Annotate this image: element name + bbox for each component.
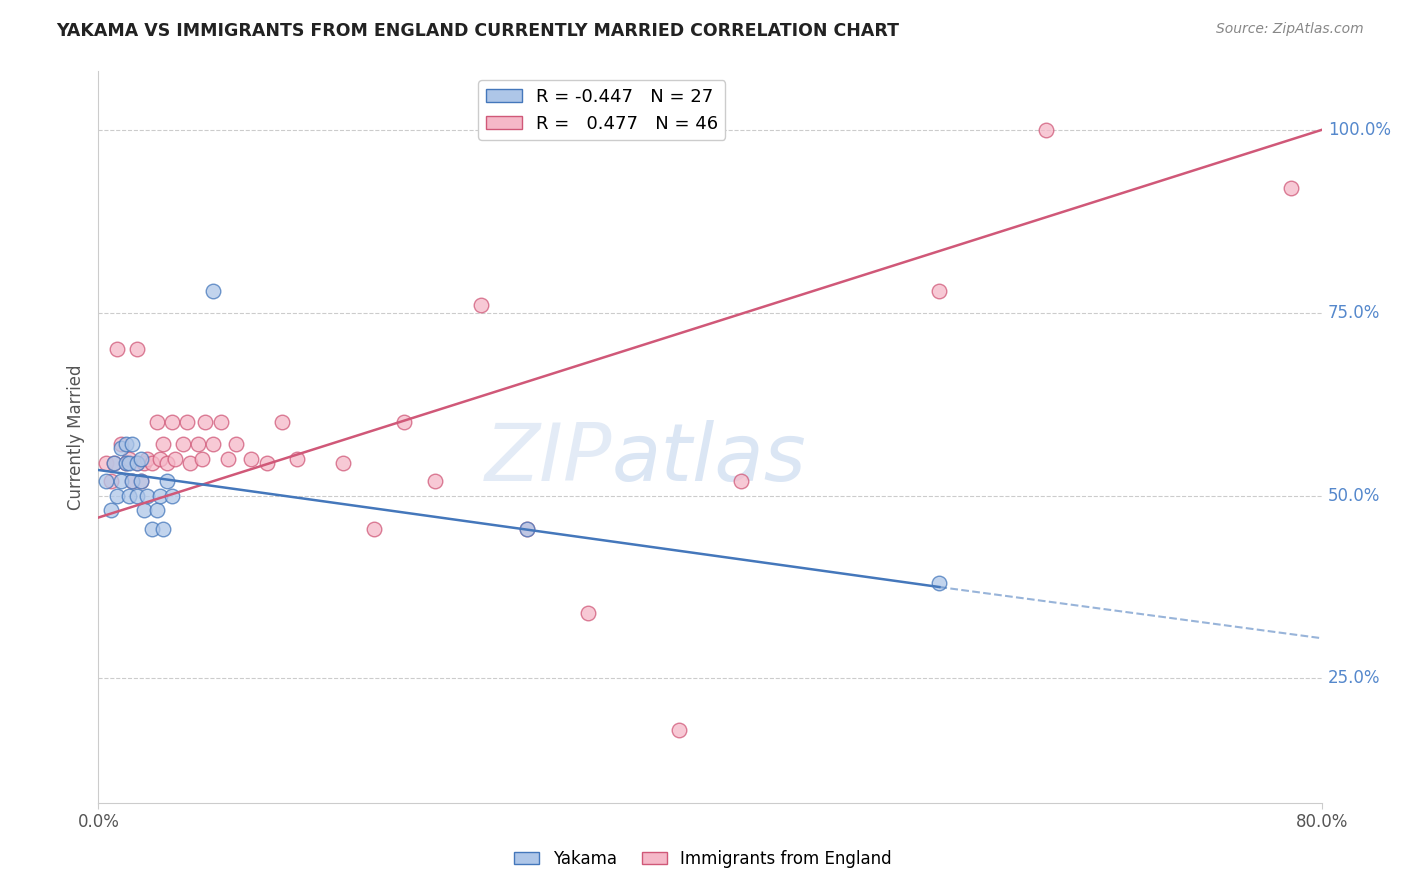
Point [163,452,186,467]
Point [172,437,194,451]
Legend: Yakama, Immigrants from England: Yakama, Immigrants from England [508,844,898,875]
Point [516,521,538,535]
Point [149,452,172,467]
Point [105,343,128,357]
Point [141,521,163,535]
Point [176,416,198,430]
Point [668,723,690,737]
Point [145,503,167,517]
Point [191,452,214,467]
Text: 75.0%: 75.0% [1327,304,1381,322]
Point [160,416,183,430]
Point [121,474,143,488]
Text: 50.0%: 50.0% [1327,487,1381,505]
Point [156,474,179,488]
Point [423,474,446,488]
Point [118,489,141,503]
Point [202,284,225,298]
Point [392,416,416,430]
Text: atlas: atlas [612,420,807,498]
Point [209,416,232,430]
Point [730,474,752,488]
Point [332,456,354,470]
Point [470,298,492,312]
Point [202,437,225,451]
Point [516,521,538,535]
Point [118,452,141,467]
Point [134,456,156,470]
Legend: R = -0.447   N = 27, R =   0.477   N = 46: R = -0.447 N = 27, R = 0.477 N = 46 [478,80,725,140]
Text: ZIP: ZIP [485,420,612,498]
Point [129,474,152,488]
Text: 25.0%: 25.0% [1327,670,1381,688]
Point [110,474,132,488]
Point [928,284,950,298]
Point [125,489,148,503]
Point [129,474,152,488]
Point [118,456,141,470]
Point [100,503,122,517]
Point [94,474,117,488]
Point [110,441,132,455]
Point [103,456,125,470]
Text: Source: ZipAtlas.com: Source: ZipAtlas.com [1216,22,1364,37]
Point [110,437,132,451]
Point [115,437,138,451]
Point [270,416,292,430]
Point [160,489,183,503]
Point [179,456,201,470]
Point [194,416,217,430]
Point [187,437,209,451]
Y-axis label: Currently Married: Currently Married [67,364,86,510]
Point [115,456,138,470]
Point [149,489,172,503]
Point [256,456,278,470]
Point [1035,123,1057,137]
Point [285,452,308,467]
Point [105,489,128,503]
Text: YAKAMA VS IMMIGRANTS FROM ENGLAND CURRENTLY MARRIED CORRELATION CHART: YAKAMA VS IMMIGRANTS FROM ENGLAND CURREN… [56,22,900,40]
Point [103,456,125,470]
Point [156,456,179,470]
Point [240,452,263,467]
Point [136,489,159,503]
Point [100,474,122,488]
Point [152,521,174,535]
Point [125,456,148,470]
Point [121,437,143,451]
Point [217,452,239,467]
Point [152,437,174,451]
Point [1279,181,1302,195]
Point [145,416,167,430]
Point [141,456,163,470]
Point [134,503,156,517]
Point [225,437,247,451]
Point [363,521,385,535]
Text: 100.0%: 100.0% [1327,121,1391,139]
Point [121,474,143,488]
Point [136,452,159,467]
Point [576,606,599,620]
Point [115,456,138,470]
Point [94,456,117,470]
Point [129,452,152,467]
Point [928,576,950,591]
Point [125,456,148,470]
Point [125,343,148,357]
